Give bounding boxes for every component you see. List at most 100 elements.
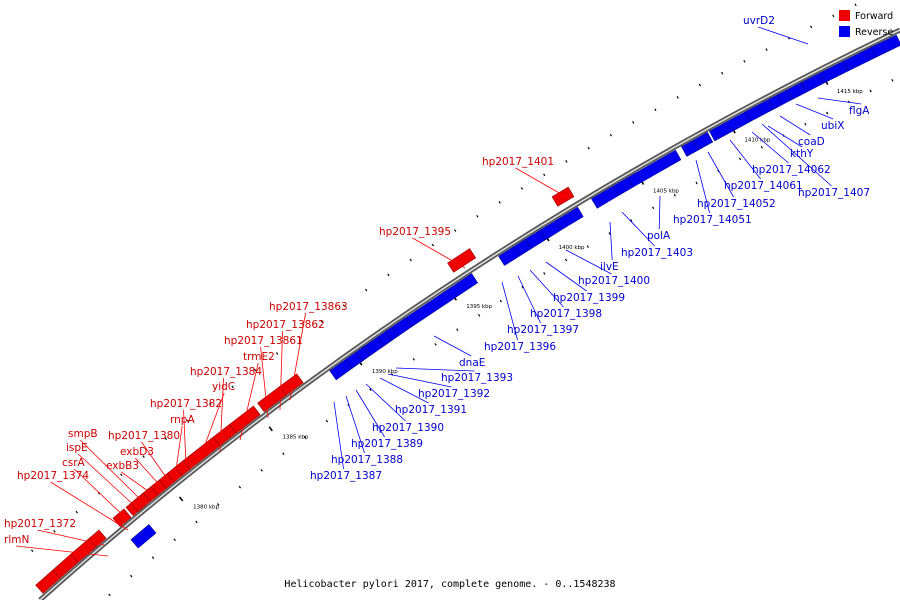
forward-gene-label: hp2017_1395 xyxy=(379,226,451,238)
forward-gene-label: hp2017_1382 xyxy=(150,398,222,410)
leader-line xyxy=(658,195,661,230)
forward-gene-label: yidC xyxy=(212,381,235,393)
minor-tick xyxy=(365,288,368,292)
tick-label: 1395 kbp xyxy=(466,304,492,310)
leader-line xyxy=(365,383,406,422)
minor-tick xyxy=(609,133,613,137)
reverse-gene-label: hp2017_14051 xyxy=(673,214,752,226)
minor-tick xyxy=(891,78,894,82)
tick-label: 1385 kbp xyxy=(282,434,308,440)
leader-line xyxy=(77,453,138,509)
minor-tick xyxy=(564,258,568,262)
leader-line xyxy=(279,330,283,411)
reverse-gene xyxy=(870,34,900,58)
forward-gene-label: hp2017_13863 xyxy=(269,301,348,313)
legend-reverse-label: Reverse xyxy=(855,27,893,38)
forward-genes xyxy=(35,186,575,594)
forward-gene-label: rlmN xyxy=(4,534,29,546)
minor-tick xyxy=(303,435,307,439)
leader-line xyxy=(355,389,385,438)
leader-line xyxy=(751,131,789,164)
reverse-gene-label: hp2017_1407 xyxy=(798,187,870,199)
major-tick-marks: 1380 kbp 1385 kbp 1390 kbp 1395 kbp 1400 kbp… xyxy=(178,79,863,510)
leader-line xyxy=(199,392,225,459)
reverse-gene-label: hp2017_1388 xyxy=(331,454,403,466)
minor-tick xyxy=(216,503,220,506)
minor-tick xyxy=(142,455,145,458)
leader-line xyxy=(707,151,734,198)
reverse-gene xyxy=(693,131,714,151)
minor-tick xyxy=(173,538,176,542)
minor-tick xyxy=(456,328,459,332)
reverse-gene xyxy=(405,273,479,328)
minor-tick xyxy=(30,549,34,552)
forward-gene-label: hp2017_1372 xyxy=(4,518,76,530)
reverse-gene-label: hp2017_1400 xyxy=(578,275,650,287)
leader-line xyxy=(501,281,518,341)
tick-label: 1380 kbp xyxy=(193,504,219,510)
forward-gene-label: smpB xyxy=(68,428,98,440)
reverse-gene-label: hp2017_14061 xyxy=(724,180,803,192)
leader-line xyxy=(183,409,187,465)
legend-reverse-swatch xyxy=(839,26,850,37)
minor-tick-marks xyxy=(30,3,894,597)
minor-tick xyxy=(565,160,568,163)
reverse-gene-label: hp2017_1389 xyxy=(351,438,423,450)
minor-tick xyxy=(587,146,590,150)
minor-tick xyxy=(673,193,676,197)
leader-line xyxy=(621,211,655,247)
tick-label: 1405 kbp xyxy=(653,189,679,195)
forward-gene-label: ispE xyxy=(66,442,88,454)
leader-line xyxy=(239,362,259,441)
major-tick xyxy=(268,426,273,432)
tick-label: 1400 kbp xyxy=(559,245,585,251)
leader-line xyxy=(333,401,344,470)
minor-tick xyxy=(238,485,242,489)
leader-line xyxy=(758,26,809,45)
reverse-gene-label: dnaE xyxy=(459,357,485,369)
minor-tick xyxy=(298,335,301,339)
minor-tick xyxy=(53,530,56,533)
minor-tick xyxy=(651,206,655,210)
forward-gene xyxy=(551,186,575,207)
reverse-gene-label: hp2017_1387 xyxy=(310,470,382,482)
leader-line xyxy=(515,167,569,199)
minor-tick xyxy=(231,385,234,389)
reverse-genes xyxy=(130,34,900,549)
legend-forward-swatch xyxy=(839,10,850,21)
minor-tick xyxy=(431,243,435,247)
reverse-gene-label: hp2017_1390 xyxy=(372,422,444,434)
leader-line xyxy=(433,335,472,357)
genome-backbone xyxy=(38,27,900,600)
forward-gene xyxy=(279,373,304,396)
minor-tick xyxy=(434,343,437,346)
leader-line xyxy=(79,439,144,503)
leader-line xyxy=(545,261,587,292)
legend: Forward Reverse xyxy=(839,10,893,38)
minor-tick xyxy=(698,83,702,87)
tick-label: 1410 kbp xyxy=(744,137,770,143)
forward-gene-label: hp2017_1384 xyxy=(190,366,262,378)
minor-tick xyxy=(743,59,746,63)
minor-tick xyxy=(108,593,111,597)
minor-tick xyxy=(369,388,372,392)
minor-tick xyxy=(186,419,190,423)
forward-gene-label: hp2017_13861 xyxy=(224,335,303,347)
leader-line xyxy=(345,395,365,454)
leader-line xyxy=(609,221,613,261)
forward-gene-label: hp2017_1380 xyxy=(108,430,180,442)
forward-gene-label: csrA xyxy=(62,457,86,469)
minor-tick xyxy=(454,229,457,232)
minor-tick xyxy=(409,258,412,262)
minor-tick xyxy=(695,181,698,185)
minor-tick xyxy=(543,173,546,177)
minor-tick xyxy=(630,219,633,222)
reverse-gene-label: hp2017_1399 xyxy=(553,292,625,304)
leader-line xyxy=(387,373,452,388)
forward-gene xyxy=(447,248,477,273)
minor-tick xyxy=(120,473,123,477)
minor-tick xyxy=(521,285,524,289)
minor-tick xyxy=(97,491,101,495)
reverse-gene-label: hp2017_1391 xyxy=(395,404,467,416)
tick-label: 1415 kbp xyxy=(837,89,863,95)
